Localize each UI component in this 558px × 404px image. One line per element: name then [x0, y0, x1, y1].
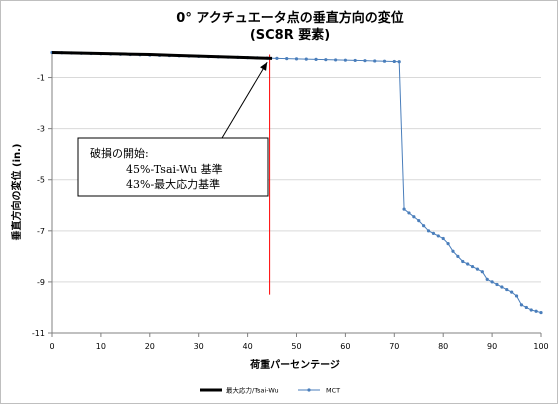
series-mct-point-61 — [519, 303, 524, 307]
series-mct-point-26 — [304, 57, 308, 61]
series-mct-point-37 — [402, 207, 406, 211]
y-tick-label-1: -3 — [37, 125, 45, 134]
legend-mct-label: MCT — [326, 387, 340, 395]
y-axis-label: 垂直方向の変位 (in.) — [10, 144, 23, 241]
series-mct-point-45 — [441, 236, 445, 241]
annotation-line-1: 破損の開始: — [90, 146, 149, 160]
annotation-line-2: 45%-Tsai-Wu 基準 — [126, 162, 223, 176]
y-tick-label-2: -5 — [37, 176, 45, 185]
series-mct-point-38 — [407, 211, 411, 215]
y-tick-labels: -1 -3 -5 -7 -9 -11 — [32, 74, 52, 338]
x-tick-label-5: 50 — [291, 342, 301, 351]
series-mct-point-29 — [334, 58, 338, 62]
y-tick-label-4: -9 — [37, 278, 45, 287]
series-mct-point-63 — [529, 308, 533, 312]
series-mct-point-64 — [534, 309, 538, 313]
series-mct-point-27 — [314, 57, 318, 62]
legend: 最大応力/Tsai-Wu MCT — [200, 386, 340, 395]
series-mct-point-53 — [480, 270, 484, 274]
legend-mct-marker — [307, 388, 311, 392]
x-tick-label-9: 90 — [487, 342, 497, 351]
x-tick-label-0: 0 — [49, 342, 54, 351]
x-tick-label-1: 10 — [96, 342, 106, 351]
x-tick-labels: 0 10 20 30 40 50 60 70 80 90 100 — [49, 333, 549, 351]
y-tick-label-5: -11 — [32, 329, 45, 338]
chart-title: 0° アクチュエータ点の垂直方向の変位 — [176, 10, 403, 26]
series-mct-point-34 — [382, 59, 387, 63]
series-mct-point-55 — [490, 280, 494, 284]
series-mct-point-41 — [422, 224, 426, 228]
legend-max-stress-label: 最大応力/Tsai-Wu — [226, 386, 279, 395]
series-mct-point-65 — [539, 310, 543, 315]
series-mct-point-28 — [324, 58, 328, 62]
series-mct-point-39 — [412, 215, 416, 219]
series-mct-point-23 — [275, 56, 279, 60]
x-tick-label-6: 60 — [340, 342, 350, 351]
series-mct-point-47 — [451, 249, 455, 253]
series-mct-point-30 — [343, 58, 347, 62]
series-mct-point-56 — [495, 282, 499, 287]
series-mct-point-33 — [373, 59, 377, 63]
series-mct-point-54 — [485, 277, 489, 281]
series-mct-point-59 — [510, 290, 514, 294]
series-mct-point-25 — [294, 57, 299, 61]
series-mct-point-58 — [505, 287, 509, 292]
y-tick-label-0: -1 — [37, 74, 45, 83]
annotation-line-3: 43%-最大応力基準 — [126, 177, 220, 191]
chart-subtitle: (SC8R 要素) — [250, 27, 330, 43]
x-tick-label-7: 70 — [389, 342, 399, 351]
x-tick-label-3: 30 — [194, 342, 204, 351]
series-mct-point-46 — [446, 241, 450, 246]
series-mct-point-44 — [436, 234, 440, 238]
series-mct-point-31 — [353, 58, 357, 63]
x-tick-label-10: 100 — [533, 342, 548, 351]
series-mct-point-62 — [524, 305, 528, 310]
series-mct-point-35 — [392, 59, 396, 64]
series-mct-point-50 — [466, 262, 470, 266]
series-mct-point-60 — [514, 294, 519, 298]
x-axis-label: 荷重パーセンテージ — [249, 358, 340, 371]
series-mct-point-52 — [475, 267, 480, 271]
series-mct-point-24 — [285, 57, 289, 61]
x-tick-label-4: 40 — [243, 342, 253, 351]
annotation-callout: 破損の開始: 45%-Tsai-Wu 基準 43%-最大応力基準 — [77, 61, 269, 197]
y-tick-label-3: -7 — [37, 227, 45, 236]
series-mct-point-57 — [500, 285, 504, 289]
series-mct-point-43 — [431, 231, 436, 235]
annotation-box — [77, 137, 269, 197]
series-mct-point-40 — [417, 219, 421, 223]
series-mct-point-42 — [426, 229, 431, 233]
annotation-arrow — [221, 61, 268, 139]
series-mct-point-36 — [397, 60, 401, 64]
series-max-stress-line — [51, 51, 273, 60]
series-mct-point-48 — [456, 254, 460, 258]
annotation-arrowhead — [260, 62, 268, 71]
series-mct-point-49 — [461, 259, 465, 264]
series-group — [50, 50, 543, 315]
series-mct-point-32 — [363, 59, 367, 63]
x-tick-label-2: 20 — [145, 342, 155, 351]
x-tick-label-8: 80 — [438, 342, 448, 351]
series-mct-point-51 — [470, 264, 475, 269]
